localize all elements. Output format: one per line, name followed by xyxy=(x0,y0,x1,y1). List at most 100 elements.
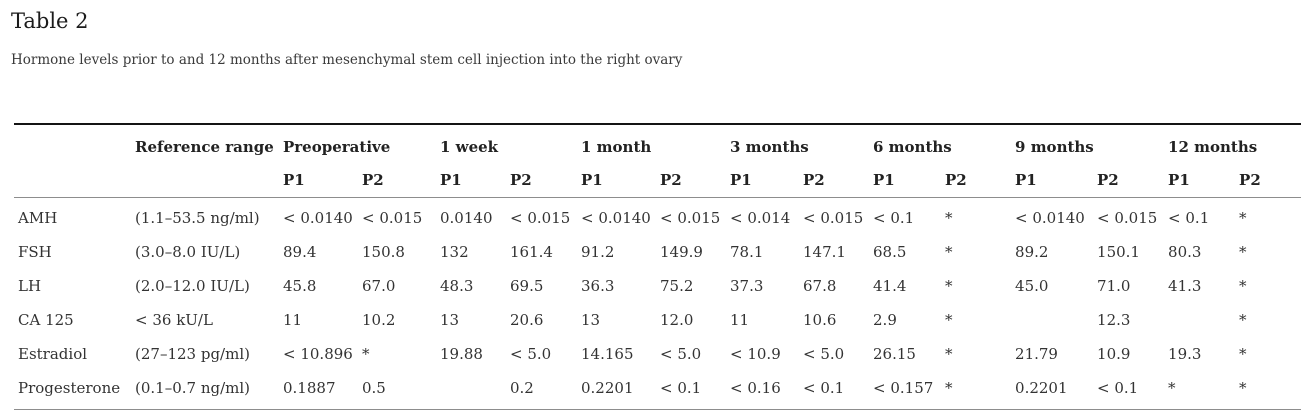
reference-range-cell: (0.1–0.7 ng/ml) xyxy=(135,378,251,397)
value-cell: 13 xyxy=(581,310,601,329)
value-cell: < 5.0 xyxy=(660,344,702,363)
value-cell: < 0.015 xyxy=(1097,208,1158,227)
value-cell: * xyxy=(1239,310,1247,329)
value-cell: * xyxy=(945,344,953,363)
value-cell: * xyxy=(1239,344,1247,363)
value-cell: 91.2 xyxy=(581,242,615,261)
time-group-header: Preoperative xyxy=(283,138,391,157)
value-cell: * xyxy=(1239,208,1247,227)
value-cell: < 0.1 xyxy=(803,378,845,397)
value-cell: 20.6 xyxy=(510,310,544,329)
value-cell: 150.1 xyxy=(1097,242,1140,261)
value-cell: < 0.1 xyxy=(1097,378,1139,397)
value-cell: * xyxy=(1239,242,1247,261)
header-row-groups: Reference range Preoperative 1 week 1 month… xyxy=(14,124,1301,164)
time-group-header: 1 week xyxy=(440,138,499,157)
value-cell: 78.1 xyxy=(730,242,764,261)
value-cell xyxy=(1164,303,1235,337)
value-cell: 36.3 xyxy=(581,276,615,295)
value-cell: 0.2201 xyxy=(581,378,634,397)
value-cell: 14.165 xyxy=(581,344,634,363)
value-cell: 89.4 xyxy=(283,242,317,261)
hormone-name-cell: Estradiol xyxy=(18,344,88,363)
value-cell: 75.2 xyxy=(660,276,694,295)
value-cell: < 0.1 xyxy=(660,378,702,397)
patient-subheader: P2 xyxy=(803,171,825,190)
hormone-name-cell: AMH xyxy=(18,208,58,227)
value-cell: * xyxy=(362,344,370,363)
value-cell: 13 xyxy=(440,310,460,329)
table-row: Progesterone (0.1–0.7 ng/ml) 0.1887 0.5 0.2 0… xyxy=(14,371,1301,410)
value-cell: < 0.015 xyxy=(510,208,571,227)
value-cell: 12.0 xyxy=(660,310,694,329)
value-cell: 147.1 xyxy=(803,242,846,261)
table-row: LH (2.0–12.0 IU/L) 45.8 67.0 48.3 69.5 36.3 75.… xyxy=(14,269,1301,303)
value-cell: < 0.014 xyxy=(730,208,791,227)
hormone-levels-table: Reference range Preoperative 1 week 1 month… xyxy=(14,122,1302,410)
value-cell: 0.1887 xyxy=(283,378,336,397)
value-cell: 19.3 xyxy=(1168,344,1202,363)
value-cell: < 0.015 xyxy=(803,208,864,227)
value-cell: 21.79 xyxy=(1015,344,1058,363)
value-cell: 11 xyxy=(283,310,303,329)
time-group-header: 1 month xyxy=(581,138,652,157)
table-head: Reference range Preoperative 1 week 1 month… xyxy=(14,124,1302,198)
table-caption: Hormone levels prior to and 12 months af… xyxy=(11,52,683,69)
reference-range-cell: (3.0–8.0 IU/L) xyxy=(135,242,241,261)
value-cell: 89.2 xyxy=(1015,242,1049,261)
value-cell: * xyxy=(945,208,953,227)
patient-subheader: P2 xyxy=(362,171,384,190)
value-cell: < 10.896 xyxy=(283,344,353,363)
value-cell: * xyxy=(1239,378,1247,397)
value-cell xyxy=(1011,303,1093,337)
table-title: Table 2 xyxy=(11,9,89,33)
value-cell: 150.8 xyxy=(362,242,405,261)
patient-subheader: P1 xyxy=(1015,171,1037,190)
value-cell: < 0.0140 xyxy=(581,208,651,227)
value-cell: < 5.0 xyxy=(510,344,552,363)
reference-range-header: Reference range xyxy=(135,138,274,157)
value-cell: * xyxy=(945,378,953,397)
hormone-name-cell: LH xyxy=(18,276,42,295)
value-cell: 0.5 xyxy=(362,378,386,397)
value-cell: 80.3 xyxy=(1168,242,1202,261)
value-cell: * xyxy=(945,310,953,329)
header-row-patients: P1 P2 P1 P2 P1 P2 P1 P2 P1 P2 P1 P2 P1 P2 xyxy=(14,164,1301,198)
hormone-name-cell: FSH xyxy=(18,242,52,261)
value-cell: 0.0140 xyxy=(440,208,493,227)
value-cell: 41.4 xyxy=(873,276,907,295)
value-cell: 12.3 xyxy=(1097,310,1131,329)
patient-subheader: P2 xyxy=(1097,171,1119,190)
value-cell: 68.5 xyxy=(873,242,907,261)
table-body: AMH (1.1–53.5 ng/ml) < 0.0140 < 0.015 0.0140… xyxy=(14,197,1301,409)
value-cell: 48.3 xyxy=(440,276,474,295)
table-row: Estradiol (27–123 pg/ml) < 10.896 * 19.88 < 5… xyxy=(14,337,1301,371)
value-cell: < 5.0 xyxy=(803,344,845,363)
value-cell: 0.2201 xyxy=(1015,378,1068,397)
value-cell: 161.4 xyxy=(510,242,553,261)
hormone-name-cell: CA 125 xyxy=(18,310,74,329)
page: Table 2 Hormone levels prior to and 12 m… xyxy=(0,8,1313,417)
value-cell: 45.0 xyxy=(1015,276,1049,295)
value-cell: 69.5 xyxy=(510,276,544,295)
value-cell: < 0.157 xyxy=(873,378,934,397)
value-cell: < 0.16 xyxy=(730,378,781,397)
value-cell: 67.8 xyxy=(803,276,837,295)
value-cell: 26.15 xyxy=(873,344,916,363)
table-row: FSH (3.0–8.0 IU/L) 89.4 150.8 132 161.4 91.2 14… xyxy=(14,235,1301,269)
reference-range-cell: (1.1–53.5 ng/ml) xyxy=(135,208,260,227)
value-cell: 10.9 xyxy=(1097,344,1131,363)
patient-subheader: P1 xyxy=(873,171,895,190)
value-cell: 132 xyxy=(440,242,469,261)
value-cell: < 0.015 xyxy=(362,208,423,227)
value-cell xyxy=(436,371,506,410)
patient-subheader: P1 xyxy=(1168,171,1190,190)
patient-subheader: P2 xyxy=(945,171,967,190)
value-cell: < 10.9 xyxy=(730,344,781,363)
table-row: AMH (1.1–53.5 ng/ml) < 0.0140 < 0.015 0.0140… xyxy=(14,197,1301,235)
reference-range-cell: < 36 kU/L xyxy=(135,310,213,329)
empty-header-cell xyxy=(131,164,279,198)
value-cell: 0.2 xyxy=(510,378,534,397)
time-group-header: 6 months xyxy=(873,138,952,157)
corner-cell xyxy=(14,124,131,164)
